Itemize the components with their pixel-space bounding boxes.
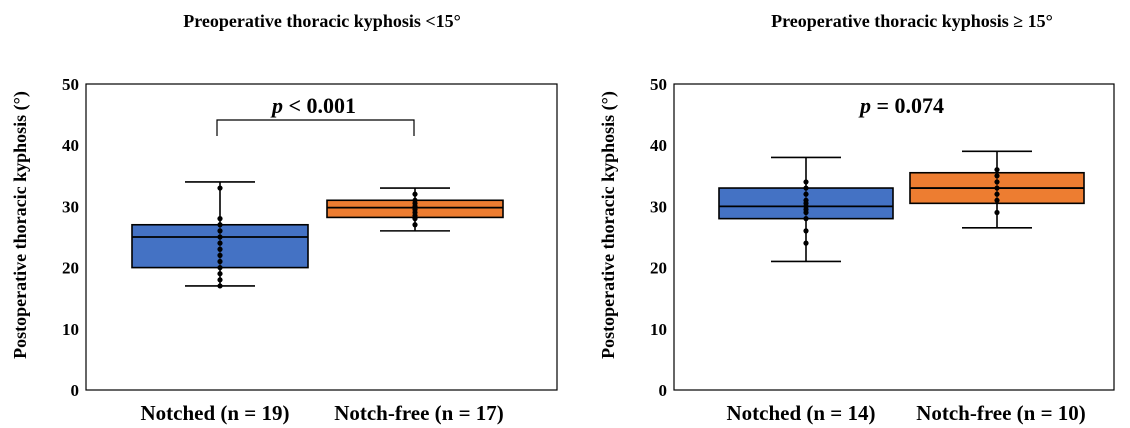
data-point <box>217 234 223 240</box>
chart-panel-1: Preoperative thoracic kyphosis <15° Posto… <box>10 11 558 425</box>
significance-bracket <box>216 119 415 136</box>
data-point <box>217 283 223 289</box>
plot-area <box>85 83 558 391</box>
chart-panel-2: Preoperative thoracic kyphosis ≥ 15° Post… <box>598 11 1115 425</box>
data-point <box>217 265 223 271</box>
y-axis-label: Postoperative thoracic kyphosis (°) <box>598 91 619 359</box>
x-category-label: Notched (n = 14) <box>726 401 875 425</box>
y-tick-label: 10 <box>650 320 667 339</box>
data-point <box>803 228 809 234</box>
data-point <box>803 179 809 185</box>
y-tick-label: 40 <box>62 136 79 155</box>
chart-title: Preoperative thoracic kyphosis ≥ 15° <box>771 11 1053 31</box>
data-point <box>994 179 1000 185</box>
data-point <box>803 197 809 203</box>
data-point <box>412 191 418 197</box>
data-point <box>217 216 223 222</box>
box-2 <box>326 187 504 232</box>
data-point <box>803 240 809 246</box>
data-point <box>994 167 1000 173</box>
box-1 <box>131 181 309 289</box>
y-tick-label: 50 <box>62 75 79 94</box>
data-point <box>994 173 1000 179</box>
y-axis-label: Postoperative thoracic kyphosis (°) <box>10 91 31 359</box>
x-category-label: Notched (n = 19) <box>140 401 289 425</box>
data-point <box>803 216 809 222</box>
y-tick-label: 20 <box>650 259 667 278</box>
p-value-annotation: p < 0.001 <box>270 93 356 118</box>
data-point <box>994 191 1000 197</box>
data-point <box>217 228 223 234</box>
y-tick-label: 30 <box>62 197 79 216</box>
p-value-annotation: p = 0.074 <box>858 93 944 118</box>
box-2 <box>909 150 1085 229</box>
y-tick-label: 20 <box>62 259 79 278</box>
y-tick-label: 0 <box>659 381 668 400</box>
data-point <box>217 271 223 277</box>
data-point <box>217 277 223 283</box>
data-point <box>217 252 223 258</box>
data-point <box>803 185 809 191</box>
plot-area <box>673 83 1115 391</box>
y-tick-label: 40 <box>650 136 667 155</box>
y-tick-label: 30 <box>650 197 667 216</box>
data-point <box>994 185 1000 191</box>
data-point <box>217 185 223 191</box>
y-tick-label: 10 <box>62 320 79 339</box>
data-point <box>412 222 418 228</box>
data-point <box>217 240 223 246</box>
data-point <box>412 197 418 203</box>
data-point <box>217 258 223 265</box>
data-point <box>994 197 1000 203</box>
data-point <box>217 246 223 252</box>
chart-title: Preoperative thoracic kyphosis <15° <box>183 11 461 31</box>
data-point <box>994 209 1000 216</box>
y-tick-label: 50 <box>650 75 667 94</box>
x-category-label: Notch-free (n = 17) <box>334 401 504 425</box>
x-category-label: Notch-free (n = 10) <box>916 401 1086 425</box>
y-tick-label: 0 <box>71 381 80 400</box>
box-1 <box>718 156 894 263</box>
data-point <box>217 222 223 228</box>
data-point <box>803 191 809 197</box>
